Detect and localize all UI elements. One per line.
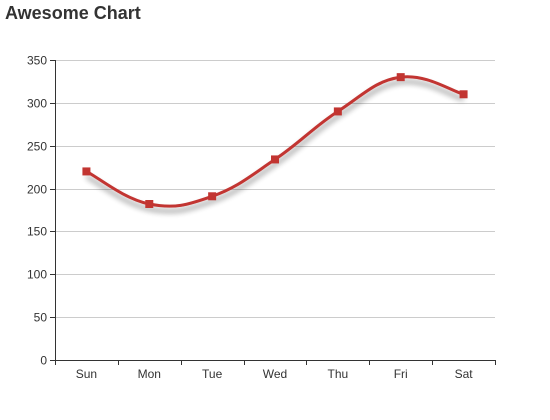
x-tick-label: Wed [263,367,287,381]
data-point-marker [145,200,154,208]
x-tick-label: Tue [202,367,223,381]
y-tick-label: 150 [27,225,47,239]
series-layer [82,73,468,208]
y-tick-label: 0 [40,354,47,368]
x-tick-label: Thu [328,367,349,381]
grid-lines [55,60,495,318]
x-tick-label: Sat [455,367,474,381]
y-tick-label: 300 [27,97,47,111]
y-tick-label: 200 [27,183,47,197]
y-tick-label: 50 [34,311,48,325]
data-point-marker [208,192,217,201]
data-point-marker [459,90,468,99]
x-tick-label: Mon [138,367,161,381]
data-point-marker [396,73,405,82]
x-tick-label: Sun [76,367,97,381]
y-tick-label: 350 [27,54,47,68]
y-tick-label: 250 [27,140,47,154]
data-point-marker [82,167,91,176]
series-line [85,75,465,208]
axes: 0 50 100 150 200 250 300 350 Sun Mon Tue Wed Thu Fri S… [27,54,496,381]
data-point-marker [333,107,342,116]
chart-title: Awesome Chart [5,3,141,23]
x-tick-label: Fri [394,367,408,381]
y-tick-label: 100 [27,268,47,282]
data-point-marker [271,155,279,164]
